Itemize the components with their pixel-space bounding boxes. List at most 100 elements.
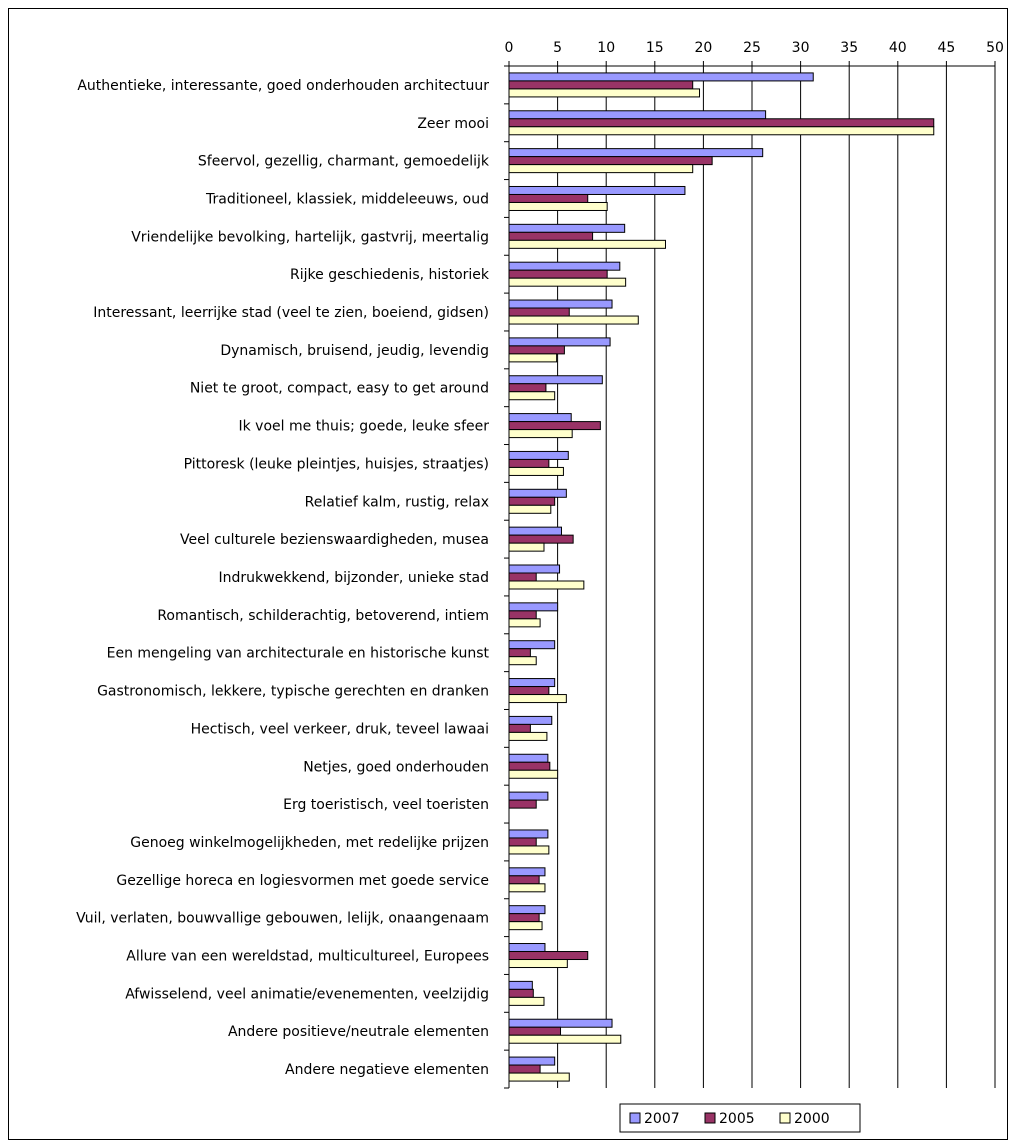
bar-2007 <box>508 413 572 423</box>
bar-2005 <box>508 951 589 961</box>
bar-2005 <box>508 383 547 393</box>
bar-2007 <box>508 148 764 158</box>
category-label: Romantisch, schilderachtig, betoverend, … <box>157 608 489 624</box>
category-label: Afwisselend, veel animatie/evenementen, … <box>125 986 489 1002</box>
bar-2005 <box>508 193 589 203</box>
x-tick-label: 40 <box>889 40 907 56</box>
bar-2007 <box>508 261 621 271</box>
bar-2007 <box>508 1018 613 1028</box>
x-tick-label: 20 <box>694 40 712 56</box>
category-label: Indrukwekkend, bijzonder, unieke stad <box>219 570 489 586</box>
bar-2005 <box>508 1026 562 1036</box>
bar-2007 <box>508 753 549 763</box>
bar-2000 <box>508 1034 622 1044</box>
bar-2000 <box>508 656 537 666</box>
bar-2007 <box>508 715 553 725</box>
bar-2005 <box>508 80 694 90</box>
category-label: Sfeervol, gezellig, charmant, gemoedelij… <box>198 154 490 170</box>
category-label: Traditioneel, klassiek, middeleeuws, oud <box>205 191 489 207</box>
category-label: Authentieke, interessante, goed onderhou… <box>77 78 489 94</box>
chart-frame <box>8 8 1008 1140</box>
bar-2000 <box>508 542 545 552</box>
bar-2007 <box>508 640 556 650</box>
bar-2005 <box>508 686 550 696</box>
bar-2005 <box>508 572 537 582</box>
bar-2000 <box>508 201 608 211</box>
legend-label-2007: 2007 <box>644 1111 680 1127</box>
bar-2007 <box>508 1056 556 1066</box>
bars <box>508 72 935 1082</box>
bar-2000 <box>508 126 935 136</box>
bar-2007 <box>508 980 533 990</box>
legend-swatch-2007 <box>629 1112 641 1124</box>
bar-2000 <box>508 959 568 969</box>
x-axis-ticks: 0 5 10 15 20 25 30 35 40 45 50 <box>505 40 1004 66</box>
legend-swatch-2000 <box>779 1112 791 1124</box>
x-tick-label: 35 <box>840 40 858 56</box>
category-label: Vuil, verlaten, bouwvallige gebouwen, le… <box>76 911 489 927</box>
bar-2007 <box>508 185 686 195</box>
bar-2005 <box>508 610 537 620</box>
category-label: Vriendelijke bevolking, hartelijk, gastv… <box>131 229 489 245</box>
category-label: Andere positieve/neutrale elementen <box>228 1024 489 1040</box>
bar-2007 <box>508 375 603 385</box>
bar-2000 <box>508 239 666 249</box>
bar-2000 <box>508 353 558 363</box>
bar-2005 <box>508 421 601 431</box>
bar-2007 <box>508 791 549 801</box>
bar-2000 <box>508 618 541 628</box>
category-label: Gastronomisch, lekkere, typische gerecht… <box>97 684 489 700</box>
category-label: Niet te groot, compact, easy to get arou… <box>190 381 489 397</box>
bar-2007 <box>508 526 562 536</box>
bar-2000 <box>508 1072 570 1082</box>
legend-box <box>619 1103 861 1133</box>
category-label: Erg toeristisch, veel toeristen <box>283 797 489 813</box>
category-label: Gezellige horeca en logiesvormen met goe… <box>116 873 489 889</box>
bar-2000 <box>508 277 627 287</box>
bar-2005 <box>508 837 537 847</box>
x-tick-label: 25 <box>743 40 761 56</box>
bar-2005 <box>508 458 550 468</box>
bar-2005 <box>508 723 531 733</box>
category-label: Netjes, goed onderhouden <box>303 759 489 775</box>
bar-2005 <box>508 496 556 506</box>
x-tick-label: 15 <box>646 40 664 56</box>
category-label: Allure van een wereldstad, multiculturee… <box>126 949 489 965</box>
x-tick-label: 30 <box>792 40 810 56</box>
bar-2007 <box>508 678 556 688</box>
x-tick-label: 0 <box>505 40 514 56</box>
legend-label-2000: 2000 <box>794 1111 830 1127</box>
category-label: Pittoresk (leuke pleintjes, huisjes, str… <box>184 456 489 472</box>
bar-2007 <box>508 905 546 915</box>
bar-2000 <box>508 996 545 1006</box>
legend-label-2005: 2005 <box>719 1111 755 1127</box>
bar-2005 <box>508 269 608 279</box>
bar-2007 <box>508 223 626 233</box>
bar-2005 <box>508 345 565 355</box>
bar-2000 <box>508 921 543 931</box>
bar-2007 <box>508 602 559 612</box>
bar-2007 <box>508 72 814 82</box>
bar-2005 <box>508 307 570 317</box>
bar-2007 <box>508 867 546 877</box>
bar-2005 <box>508 118 935 128</box>
bar-2000 <box>508 731 548 741</box>
bar-2000 <box>508 504 552 514</box>
category-label: Andere negatieve elementen <box>285 1062 489 1078</box>
bar-2007 <box>508 110 767 120</box>
bar-2000 <box>508 164 694 174</box>
bar-2000 <box>508 845 550 855</box>
bar-2007 <box>508 450 569 460</box>
category-label: Zeer mooi <box>417 116 489 132</box>
bar-2000 <box>508 580 585 590</box>
category-labels: Authentieke, interessante, goed onderhou… <box>76 78 490 1078</box>
x-tick-label: 50 <box>986 40 1004 56</box>
category-label: Dynamisch, bruisend, jeudig, levendig <box>220 343 489 359</box>
category-label: Ik voel me thuis; goede, leuke sfeer <box>239 419 490 435</box>
legend-swatch-2005 <box>704 1112 716 1124</box>
bar-2000 <box>508 883 546 893</box>
bar-2007 <box>508 564 561 574</box>
bar-2007 <box>508 829 549 839</box>
bar-2005 <box>508 799 537 809</box>
